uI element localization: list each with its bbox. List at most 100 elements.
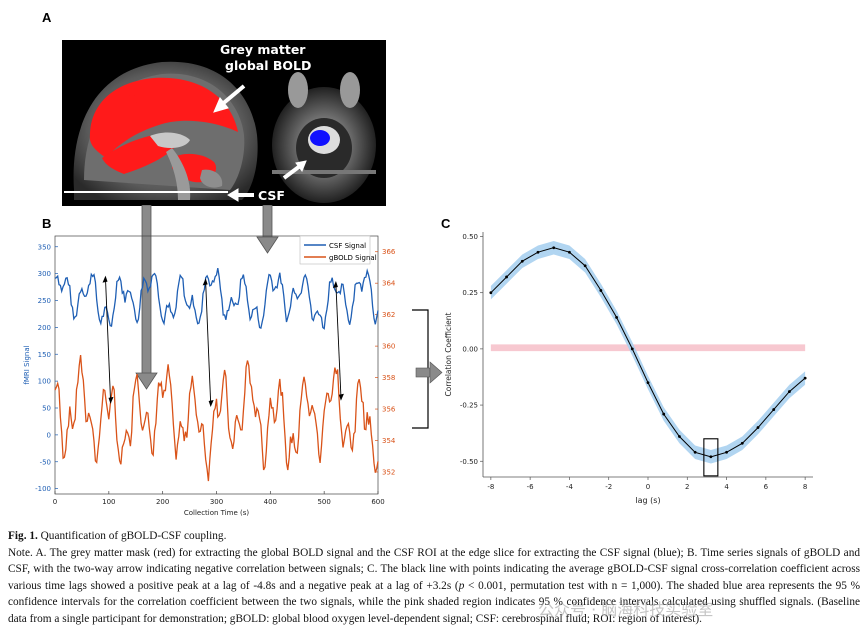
y-right-tick-label: 364	[382, 280, 396, 288]
x-tick-label: 2	[685, 483, 689, 491]
data-point	[505, 275, 508, 279]
y-left-tick-label: 100	[38, 378, 51, 386]
x-tick-label: 4	[724, 483, 729, 491]
two-way-arrow	[205, 282, 212, 404]
y-right-tick-label: 366	[382, 248, 396, 256]
x-tick-label: 0	[646, 483, 650, 491]
correlation-ci-band	[490, 241, 806, 464]
y-left-tick-label: 300	[38, 270, 51, 278]
y-right-tick-label: 358	[382, 374, 395, 382]
panel-letter-c: C	[441, 216, 451, 231]
y-right-tick-label: 356	[382, 406, 396, 414]
mri-illustration: Grey matter global BOLD CSF	[64, 42, 376, 203]
data-point	[520, 259, 524, 263]
caption-title-text: Quantification of gBOLD-CSF coupling.	[40, 530, 227, 542]
data-point	[678, 435, 681, 438]
x-tick-label: 500	[317, 498, 330, 506]
y-tick-label: 0.00	[462, 345, 478, 353]
x-tick-label: 6	[764, 483, 769, 491]
y-right-tick-label: 352	[382, 468, 395, 476]
legend-csf: CSF Signal	[329, 242, 366, 250]
axial-slice	[272, 72, 376, 203]
caption-body-1: Note. A. The grey matter mask (red) for …	[8, 546, 860, 592]
x-tick-label: -2	[605, 483, 612, 491]
chart-c-ylabel: Correlation Coefficient	[444, 312, 453, 396]
arrow-head-top	[332, 281, 338, 288]
shuffled-ci-band	[490, 344, 806, 352]
y-tick-label: -0.25	[460, 402, 478, 410]
y-left-tick-label: -100	[35, 485, 51, 493]
data-point	[489, 291, 493, 295]
y-left-tick-label: 0	[47, 431, 51, 439]
data-point	[599, 289, 603, 292]
two-way-arrow	[335, 284, 342, 397]
data-point	[662, 412, 666, 416]
arrow-head-top	[102, 275, 108, 283]
y-left-tick-label: -50	[40, 458, 51, 466]
caption-fig-label: Fig. 1.	[8, 530, 38, 542]
x-tick-label: 400	[264, 498, 277, 506]
x-tick-label: -4	[566, 483, 574, 491]
data-point	[693, 450, 697, 454]
arrow-head-bottom	[208, 400, 214, 408]
data-point	[725, 450, 728, 454]
y-right-tick-label: 362	[382, 311, 395, 319]
x-tick-label: -6	[527, 483, 535, 491]
y-tick-label: -0.50	[460, 458, 478, 466]
caption-body-2: < 0.001, permutation test with n = 1,000…	[8, 579, 860, 625]
mri-panel: Grey matter global BOLD CSF	[62, 40, 386, 206]
data-point	[709, 455, 713, 459]
panel-letter-b: B	[42, 216, 52, 231]
chart-c: -8 -6 -4 -2 0 2 4 6 8 -0.50 -0.25 0.00 0.25 0.50 lag (…	[444, 232, 813, 505]
arrow-head-bottom	[338, 393, 344, 401]
data-point	[552, 246, 556, 250]
caption-body: Note. A. The grey matter mask (red) for …	[8, 545, 860, 628]
negative-peak-box	[703, 438, 719, 477]
label-csf: CSF	[258, 188, 285, 203]
arrow-head-bottom	[108, 396, 114, 404]
x-tick-label: -8	[487, 483, 494, 491]
caption-p-value: p	[458, 579, 465, 592]
data-point	[803, 376, 807, 380]
y-left-tick-label: 200	[38, 324, 51, 332]
chart-b-legend: CSF Signal gBOLD Signal	[299, 235, 377, 265]
watermark: 公众号 · 脑海科技实验室	[538, 600, 714, 619]
data-point	[615, 316, 618, 319]
data-point	[630, 347, 634, 351]
data-point	[788, 390, 791, 393]
figure-caption: Fig. 1. Quantification of gBOLD-CSF coup…	[8, 528, 860, 628]
label-grey-matter-2: global BOLD	[225, 58, 311, 73]
csf-signal-line	[54, 267, 379, 330]
data-point	[536, 250, 540, 254]
y-left-tick-label: 50	[42, 405, 51, 413]
x-tick-label: 8	[803, 483, 807, 491]
y-tick-label: 0.50	[462, 233, 478, 241]
b-to-c-arrow	[412, 309, 443, 429]
chart-c-xlabel: lag (s)	[635, 496, 660, 505]
y-right-tick-label: 360	[382, 343, 395, 351]
chart-b-xlabel: Collection Time (s)	[184, 509, 250, 517]
sagittal-brain	[73, 61, 258, 200]
annotation-arrows	[213, 84, 307, 202]
x-tick-label: 0	[53, 498, 57, 506]
data-point	[772, 408, 776, 411]
two-way-arrow	[105, 279, 111, 400]
chart-b: 0 100 200 300 400 500 600 -100 -50 0 50 100 150 200 25…	[23, 235, 396, 517]
data-point	[583, 264, 587, 268]
csf-roi	[310, 130, 330, 146]
connector-arrows	[135, 205, 279, 390]
y-left-tick-label: 350	[38, 243, 51, 251]
arrow-head-top	[202, 278, 208, 286]
y-tick-label: 0.25	[462, 289, 478, 297]
data-point	[756, 426, 760, 429]
gbold-signal-line	[54, 355, 379, 482]
x-tick-label: 200	[156, 498, 169, 506]
caption-title: Fig. 1. Quantification of gBOLD-CSF coup…	[8, 528, 860, 545]
x-tick-label: 100	[102, 498, 115, 506]
x-tick-label: 600	[371, 498, 384, 506]
data-point	[740, 441, 744, 445]
y-left-tick-label: 250	[38, 297, 51, 305]
label-grey-matter-1: Grey matter	[220, 42, 306, 57]
y-left-tick-label: 150	[38, 351, 51, 359]
data-point	[568, 250, 571, 254]
